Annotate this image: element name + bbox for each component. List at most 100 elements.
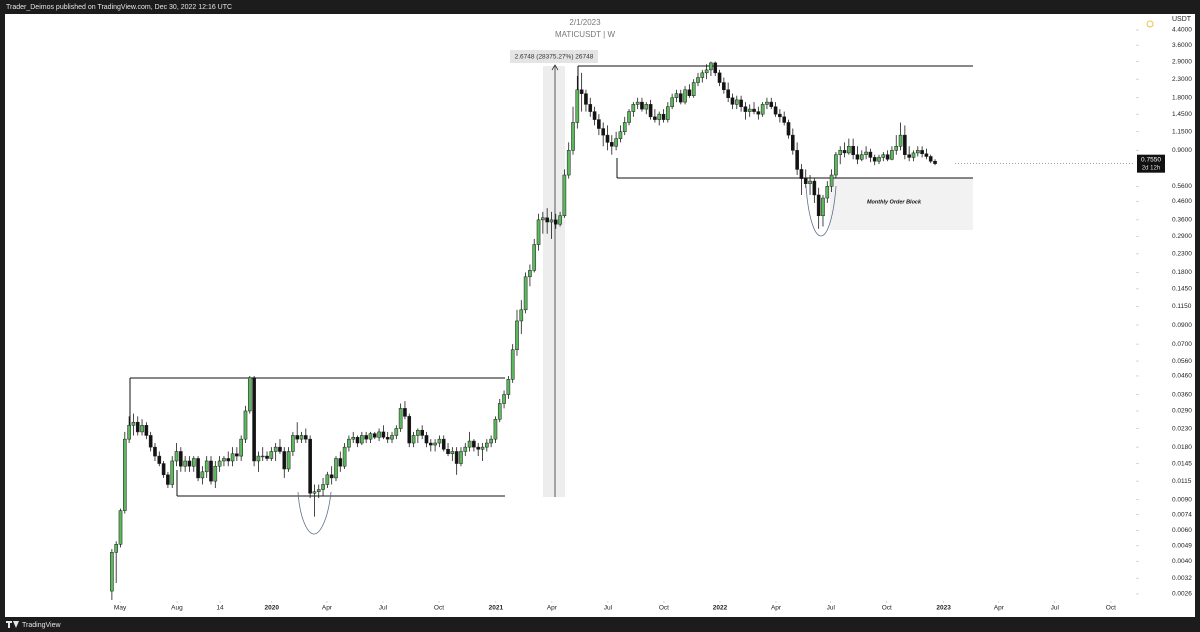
y-tick-label: 0.0145: [1172, 460, 1192, 467]
candle-body: [829, 174, 834, 187]
candle-body: [265, 455, 269, 459]
candle-body: [334, 458, 338, 479]
candle-body: [687, 89, 692, 96]
brand: TradingView: [22, 622, 61, 629]
measure-label-box: [510, 50, 598, 63]
candle-body: [403, 408, 407, 417]
candle-body: [868, 151, 873, 158]
candle-body: [855, 154, 860, 160]
candle-body: [441, 438, 446, 450]
x-tick-label: May: [114, 605, 127, 612]
candle-body: [127, 425, 131, 440]
candle-body: [541, 217, 545, 221]
candle-body: [153, 446, 157, 457]
x-tick-label: Oct: [1106, 605, 1116, 612]
axes: 4.4000 3.6000 2.9000 2.3000 1.8000 1.4500 1.15…: [114, 27, 1192, 612]
candle-body: [903, 134, 907, 155]
candle-body: [734, 99, 739, 105]
candle-body: [571, 122, 575, 151]
y-tick-label: 0.2300: [1172, 251, 1192, 258]
x-tick-label: 2023: [936, 605, 951, 612]
candle-body: [618, 131, 623, 139]
x-tick-label: Apr: [994, 605, 1005, 612]
chart-area: [5, 14, 1195, 617]
candle-body: [847, 146, 851, 154]
candle-body: [260, 455, 265, 458]
x-tick-label: Jul: [1051, 605, 1060, 612]
countdown: 2d 12h: [1142, 165, 1160, 171]
candle-body: [174, 451, 179, 462]
candle-body: [416, 429, 420, 436]
candle-body: [864, 151, 868, 155]
candle-body: [536, 219, 541, 245]
candle-body: [877, 157, 881, 162]
candle-body: [627, 111, 631, 123]
candle-body: [157, 455, 162, 464]
candle-body: [428, 442, 433, 446]
candle-body: [756, 111, 761, 115]
measure-band: [543, 66, 565, 497]
candle-body: [622, 122, 627, 133]
candles: [110, 61, 937, 600]
candle-body: [661, 113, 666, 120]
candle-body: [566, 150, 571, 176]
candle-body: [493, 418, 498, 440]
candle-body: [657, 113, 662, 120]
y-tick-label: 0.0115: [1172, 478, 1192, 485]
candle-body: [485, 442, 489, 448]
candle-body: [635, 101, 640, 105]
candle-body: [222, 458, 226, 462]
candle-body: [510, 349, 515, 380]
candle-body: [398, 408, 403, 429]
candle-body: [890, 150, 894, 160]
candle-body: [898, 134, 903, 147]
candle-body: [321, 484, 325, 490]
y-tick-label: 3.6000: [1172, 42, 1192, 49]
y-tick-label: 0.0460: [1172, 373, 1192, 380]
y-tick-label: 1.4500: [1172, 111, 1192, 118]
candle-body: [700, 72, 705, 78]
y-tick-label: 0.0074: [1172, 511, 1192, 518]
x-tick-label: Apr: [322, 605, 333, 612]
y-tick-label: 2.3000: [1172, 76, 1192, 83]
y-tick-label: 0.0090: [1172, 496, 1192, 503]
candle-body: [838, 150, 843, 155]
candle-body: [226, 458, 231, 462]
candle-body: [424, 435, 429, 444]
measure-arrow: [551, 64, 559, 71]
candle-body: [778, 113, 782, 118]
candle-body: [722, 82, 726, 91]
candle-body: [454, 451, 459, 464]
candle-body: [911, 152, 916, 158]
candle-body: [273, 446, 278, 452]
candle-body: [730, 97, 735, 105]
candle-body: [506, 379, 511, 395]
candle-body: [342, 446, 347, 467]
chart-title: 2/1/2023: [569, 18, 601, 27]
candle-body: [769, 101, 774, 107]
candle-body: [446, 449, 450, 454]
y-tick-label: 0.0230: [1172, 425, 1192, 432]
candle-body: [584, 93, 588, 105]
candle-body: [329, 474, 334, 479]
candle-body: [760, 104, 765, 115]
y-tick-label: 0.0360: [1172, 391, 1192, 398]
candle-body: [614, 138, 618, 147]
y-tick-label: 0.0700: [1172, 341, 1192, 348]
candle-body: [545, 217, 549, 223]
candle-body: [497, 403, 502, 420]
candle-body: [239, 438, 243, 457]
candle-body: [648, 104, 653, 118]
idea-icon: [1146, 20, 1154, 28]
candle-body: [252, 377, 256, 462]
candle-body: [515, 320, 519, 350]
candle-body: [519, 309, 524, 322]
y-tick-label: 0.0290: [1172, 408, 1192, 415]
candle-body: [558, 215, 562, 225]
candle-body: [928, 156, 933, 162]
candle-body: [885, 154, 890, 160]
x-tick-label: Oct: [882, 605, 892, 612]
candle-body: [579, 89, 584, 94]
candle-body: [825, 186, 830, 199]
y-tick-label: 0.0900: [1172, 322, 1192, 329]
